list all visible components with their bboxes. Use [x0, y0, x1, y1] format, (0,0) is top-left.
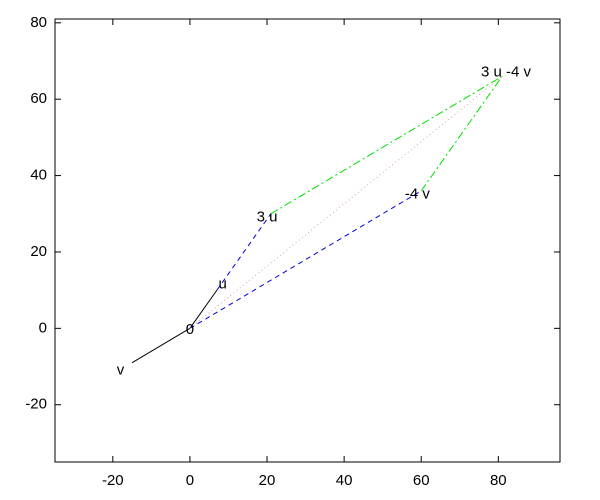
y-tick-label: -20 [25, 396, 47, 413]
x-tick-label: -20 [102, 472, 124, 489]
point-label: u [219, 275, 227, 292]
vector-segment [189, 289, 218, 329]
x-tick-label: 20 [259, 472, 276, 489]
y-tick-label: 0 [39, 319, 47, 336]
point-label: 3 u [257, 209, 278, 226]
plot-frame [54, 18, 561, 463]
x-tick-label: 0 [186, 472, 194, 489]
y-tick-label: 20 [30, 243, 47, 260]
y-tick-label: 60 [30, 90, 47, 107]
y-tick-label: 80 [30, 14, 47, 31]
point-label: 3 u -4 v [481, 63, 532, 80]
x-tick-label: 60 [413, 472, 430, 489]
x-tick-label: 40 [336, 472, 353, 489]
vector-segment [189, 75, 503, 329]
vector-segment [216, 213, 272, 291]
vector-segment [420, 75, 503, 192]
point-label: v [117, 361, 125, 378]
y-tick-label: 40 [30, 167, 47, 184]
point-label: 0 [186, 321, 194, 338]
x-tick-label: 80 [490, 472, 507, 489]
vector-segment [270, 75, 503, 215]
point-label: -4 v [405, 186, 431, 203]
vector-segment [131, 327, 191, 364]
vector-segment [189, 190, 422, 329]
